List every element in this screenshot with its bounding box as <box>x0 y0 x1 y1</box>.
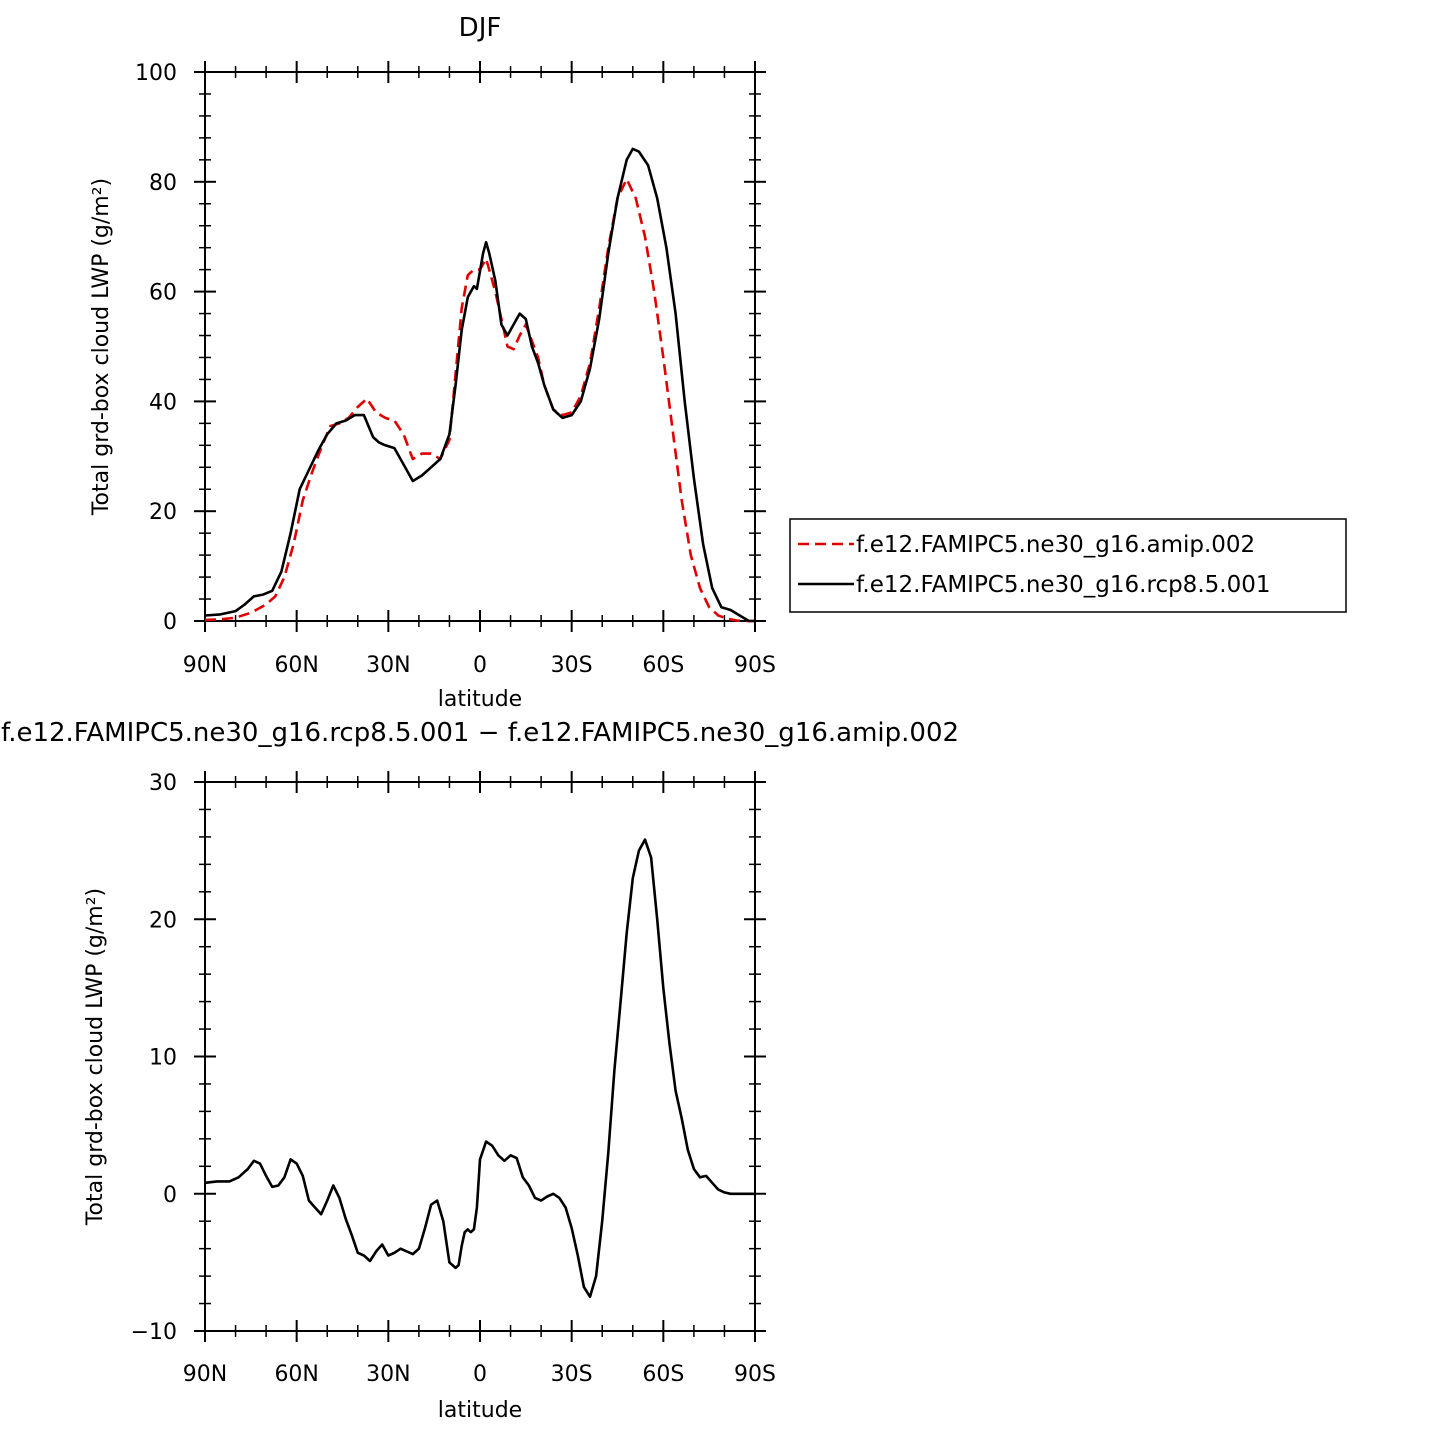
y-tick-label: 60 <box>149 281 177 306</box>
y-tick-label: −10 <box>131 1320 177 1345</box>
x-tick-label: 30N <box>366 1362 410 1387</box>
y-axis-label: Total grd-box cloud LWP (g/m²) <box>89 178 114 516</box>
x-tick-label: 60N <box>274 1362 318 1387</box>
x-tick-label: 90N <box>183 653 227 678</box>
y-tick-label: 0 <box>163 610 177 635</box>
bottom-panel: 90N 60N 30N 0 30S 60S 90S −10 0 10 20 30 f.e12.FAMIP… <box>1 718 959 1423</box>
y-tick-label: 100 <box>135 61 177 86</box>
legend-box <box>789 518 1347 613</box>
x-tick-label: 90S <box>734 1362 776 1387</box>
y-axis-label: Total grd-box cloud LWP (g/m²) <box>83 888 108 1226</box>
x-tick-label: 90N <box>183 1362 227 1387</box>
series-line-0 <box>204 838 755 1298</box>
x-tick-label: 0 <box>473 653 487 678</box>
series-line-0 <box>204 177 755 623</box>
y-tick-label: 10 <box>149 1046 177 1071</box>
x-tick-label: 90S <box>734 653 776 678</box>
legend-entry-1: f.e12.FAMIPC5.ne30_g16.rcp8.5.001 <box>856 572 1270 598</box>
x-tick-label: 60S <box>642 653 684 678</box>
y-tick-label: 20 <box>149 908 177 933</box>
y-tick-label: 80 <box>149 171 177 196</box>
y-tick-label: 0 <box>163 1183 177 1208</box>
y-tick-label: 20 <box>149 500 177 525</box>
x-axis-label: latitude <box>438 687 522 712</box>
x-tick-label: 30S <box>551 653 593 678</box>
x-tick-label: 60S <box>642 1362 684 1387</box>
legend: f.e12.FAMIPC5.ne30_g16.amip.002 f.e12.FAM… <box>789 518 1347 613</box>
y-tick-label: 30 <box>149 771 177 796</box>
legend-entry-0: f.e12.FAMIPC5.ne30_g16.amip.002 <box>856 532 1255 558</box>
x-tick-label: 30S <box>551 1362 593 1387</box>
x-tick-label: 30N <box>366 653 410 678</box>
x-tick-label: 60N <box>274 653 318 678</box>
x-axis-label: latitude <box>438 1398 522 1423</box>
y-tick-label: 40 <box>149 390 177 415</box>
x-tick-label: 0 <box>473 1362 487 1387</box>
plot-frame <box>204 71 756 622</box>
top-panel: 90N 60N 30N 0 30S 60S 90S 0 20 40 60 80 100 DJF latitu… <box>89 13 776 712</box>
chart-title: DJF <box>459 13 502 43</box>
chart-title: f.e12.FAMIPC5.ne30_g16.rcp8.5.001 − f.e1… <box>1 718 959 748</box>
plot-frame <box>204 781 756 1332</box>
series-line-1 <box>204 147 755 623</box>
